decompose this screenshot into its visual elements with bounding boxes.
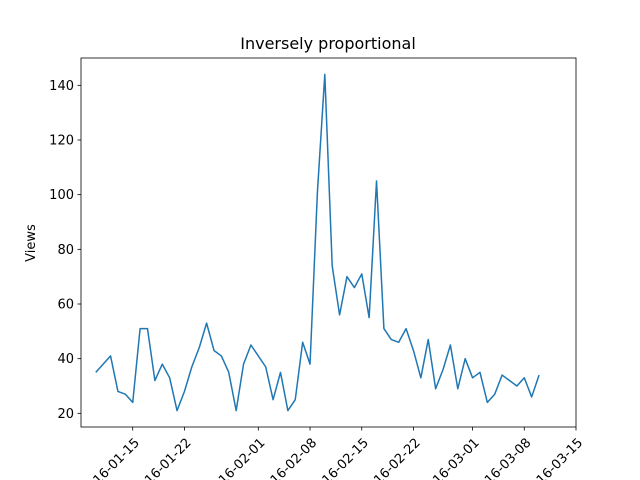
x-tick-label: 2016-02-15 [308,436,372,480]
x-tick-label: 2016-03-01 [419,436,483,480]
y-tick-label: 60 [57,298,74,313]
x-tick-label: 2016-02-01 [204,436,268,480]
y-tick-label: 120 [49,134,74,149]
plot-frame [80,57,577,428]
y-tick-label: 140 [49,79,74,94]
chart-title: Inversely proportional [240,34,416,53]
y-axis-label: Views [24,224,39,262]
x-tick-label: 2016-01-15 [79,436,143,480]
y-tick-label: 80 [57,243,74,258]
series-line-0 [95,73,540,412]
x-tick-label: 2016-02-08 [256,436,320,480]
x-tick-label: 2016-03-08 [470,436,534,480]
y-tick-label: 20 [57,407,74,422]
y-tick-label: 40 [57,352,74,367]
x-tick-label: 2016-03-15 [522,436,586,480]
x-tick-label: 2016-02-22 [360,436,424,480]
x-tick-label: 2016-01-22 [131,436,195,480]
y-tick-label: 100 [49,188,74,203]
